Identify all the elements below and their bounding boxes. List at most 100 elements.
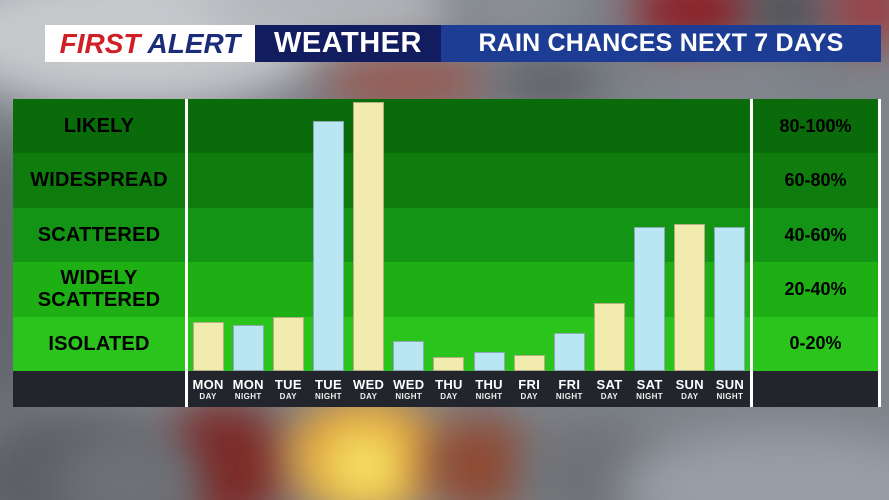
band-range: 60-80% [784, 170, 847, 191]
band-label: SCATTERED [37, 223, 161, 246]
background-blur-blob [425, 415, 535, 500]
rain-chances-chart: LIKELY 80-100% WIDESPREAD 60-80% SCATTERED 40… [13, 99, 881, 407]
bar-slot [509, 99, 549, 371]
category-day: SUN [715, 376, 745, 392]
category-period: NIGHT [716, 391, 744, 401]
band-row-widespread: WIDESPREAD 60-80% [13, 153, 881, 208]
bar-slot [308, 99, 348, 371]
x-axis-label-sat-day: SAT DAY [589, 371, 629, 407]
bar-mon-day [192, 322, 224, 371]
x-axis-label-wed-day: WED DAY [349, 371, 389, 407]
bar-slot [710, 99, 750, 371]
x-axis-label-fri-day: FRI DAY [509, 371, 549, 407]
band-label: WIDESPREAD [30, 169, 168, 192]
category-day: FRI [518, 376, 541, 392]
x-axis-labels: MON DAY MON NIGHT TUE DAY TUE NIGHT WED DAY WED NIG… [188, 371, 750, 407]
x-axis-label-thu-night: THU NIGHT [469, 371, 509, 407]
x-axis-label-mon-night: MON NIGHT [228, 371, 268, 407]
x-axis-label-thu-day: THU DAY [429, 371, 469, 407]
category-period: NIGHT [475, 391, 503, 401]
category-day: WED [353, 376, 385, 392]
bar-slot [469, 99, 509, 371]
bar-slot [589, 99, 629, 371]
category-period: DAY [440, 391, 458, 401]
x-axis-label-sun-night: SUN NIGHT [710, 371, 750, 407]
weather-brand-label: WEATHER [255, 25, 441, 62]
category-period: NIGHT [315, 391, 342, 401]
bar-slot [549, 99, 589, 371]
band-range: 20-40% [784, 278, 847, 299]
bar-fri-day [513, 355, 545, 371]
category-day: TUE [315, 376, 342, 392]
category-day: THU [435, 376, 463, 392]
x-axis-label-wed-night: WED NIGHT [389, 371, 429, 407]
category-period: DAY [520, 391, 538, 401]
category-period: DAY [681, 391, 699, 401]
category-day: SAT [636, 376, 663, 392]
bar-slot [188, 99, 228, 371]
band-range: 0-20% [789, 333, 842, 354]
bar-slot [429, 99, 469, 371]
x-axis-label-tue-night: TUE NIGHT [308, 371, 348, 407]
category-day: TUE [274, 376, 302, 392]
category-period: DAY [359, 391, 378, 401]
divider-left [185, 99, 188, 407]
bar-wed-night [393, 341, 425, 371]
category-day: FRI [558, 376, 581, 392]
brand-alert-label: ALERT [147, 27, 241, 59]
background-blur-blob [495, 60, 605, 105]
bar-thu-day [433, 357, 465, 371]
band-range: 80-100% [779, 115, 852, 136]
x-axis-label-sun-day: SUN DAY [670, 371, 710, 407]
category-period: DAY [600, 391, 619, 401]
category-day: THU [475, 376, 503, 392]
bar-fri-night [553, 333, 585, 371]
bar-slot [268, 99, 308, 371]
bar-slot [349, 99, 389, 371]
bar-sun-night [714, 227, 746, 371]
category-period: NIGHT [395, 391, 423, 401]
background-blur-blob [620, 430, 889, 500]
category-period: NIGHT [234, 391, 262, 401]
x-axis-label-sat-night: SAT NIGHT [630, 371, 670, 407]
category-day: WED [393, 376, 425, 392]
band-label: ISOLATED [48, 332, 150, 355]
category-period: DAY [279, 391, 298, 401]
x-axis-label-fri-night: FRI NIGHT [549, 371, 589, 407]
bar-sat-night [634, 227, 666, 371]
bar-tue-day [272, 317, 304, 371]
bar-slot [389, 99, 429, 371]
brand-first-label: FIRST [59, 27, 141, 59]
bar-slot [228, 99, 268, 371]
x-axis-label-tue-day: TUE DAY [268, 371, 308, 407]
category-day: SUN [675, 376, 704, 392]
bar-sat-day [593, 303, 625, 371]
divider-right [750, 99, 753, 407]
first-alert-brand: FIRST ALERT [45, 25, 255, 62]
category-day: MON [192, 376, 224, 392]
background-blur-blob [640, 60, 800, 105]
category-period: NIGHT [636, 391, 664, 401]
x-axis-strip: MON DAY MON NIGHT TUE DAY TUE NIGHT WED DAY WED NIG… [13, 371, 881, 407]
bar-mon-night [232, 325, 264, 371]
bar-tue-night [312, 121, 344, 371]
band-row-likely: LIKELY 80-100% [13, 99, 881, 154]
panel-right-border [878, 99, 881, 407]
bar-sun-day [674, 224, 706, 371]
category-day: SAT [596, 376, 623, 392]
bar-slot [670, 99, 710, 371]
band-label: WIDELY SCATTERED [37, 267, 161, 312]
bar-thu-night [473, 352, 505, 371]
band-range: 40-60% [784, 224, 847, 245]
band-label: LIKELY [63, 115, 135, 137]
category-period: NIGHT [555, 391, 583, 401]
chart-bars [188, 99, 750, 371]
background-blur-blob [320, 425, 410, 500]
category-period: DAY [199, 391, 217, 401]
x-axis-label-mon-day: MON DAY [188, 371, 228, 407]
page-title: RAIN CHANCES NEXT 7 DAYS [441, 25, 881, 62]
category-day: MON [232, 376, 264, 392]
bar-wed-day [353, 102, 385, 371]
bar-slot [630, 99, 670, 371]
